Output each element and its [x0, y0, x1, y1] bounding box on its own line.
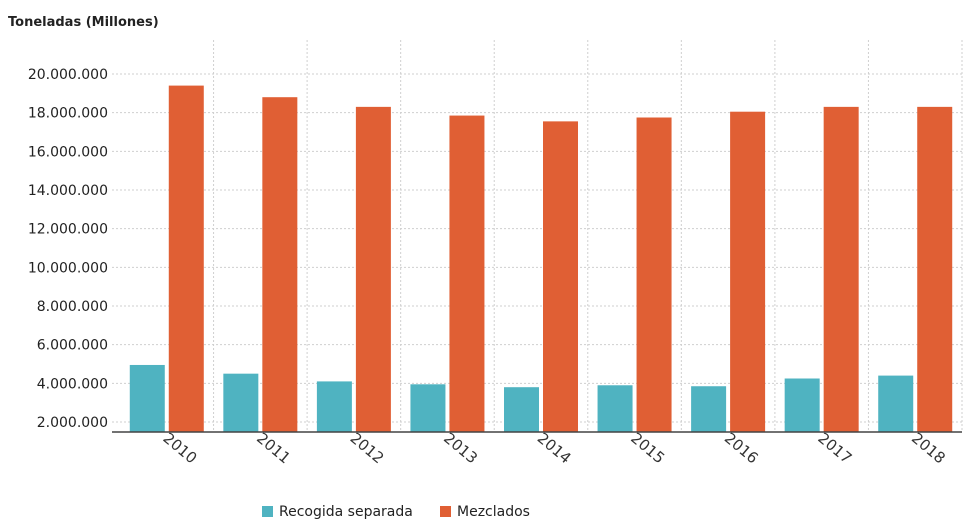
- legend-swatch: [262, 506, 273, 517]
- x-tick-label: 2018: [908, 429, 949, 467]
- bar-recogida-separada-2013: [410, 384, 446, 432]
- bar-recogida-separada-2014: [504, 387, 539, 432]
- bar-recogida-separada-2010: [129, 364, 165, 432]
- y-tick-label: 20.000.000: [28, 67, 108, 83]
- legend-label: Recogida separada: [279, 504, 413, 520]
- x-tick-label: 2016: [721, 429, 762, 467]
- y-tick-label: 6.000.000: [37, 338, 108, 354]
- bar-recogida-separada-2011: [223, 373, 259, 432]
- gridlines: [112, 40, 963, 432]
- bar-mezclados-2014: [543, 121, 578, 432]
- bar-recogida-separada-2015: [597, 385, 633, 432]
- y-tick-label: 8.000.000: [37, 299, 108, 315]
- x-tick-label: 2014: [534, 429, 575, 467]
- bar-mezclados-2010: [168, 85, 204, 432]
- x-tick-label: 2017: [814, 429, 855, 467]
- y-tick-label: 16.000.000: [28, 144, 108, 160]
- bar-mezclados-2018: [917, 106, 953, 432]
- x-tick-label: 2015: [627, 429, 668, 467]
- bar-recogida-separada-2017: [784, 378, 820, 432]
- y-tick-label: 14.000.000: [28, 183, 108, 199]
- y-tick-label: 2.000.000: [37, 415, 108, 431]
- legend-label: Mezclados: [457, 504, 530, 520]
- x-tick-label: 2011: [253, 429, 294, 467]
- bars: [129, 85, 953, 433]
- bar-mezclados-2011: [262, 97, 298, 432]
- y-tick-label: 4.000.000: [37, 376, 108, 392]
- bar-recogida-separada-2016: [691, 386, 727, 432]
- bar-mezclados-2013: [449, 115, 485, 433]
- x-tick-label: 2012: [347, 429, 388, 467]
- bar-mezclados-2015: [636, 117, 672, 432]
- y-tick-label: 18.000.000: [28, 106, 108, 122]
- bar-recogida-separada-2018: [878, 375, 914, 432]
- x-tick-label: 2013: [440, 429, 481, 467]
- y-axis-label: Toneladas (Millones): [8, 15, 159, 30]
- bar-mezclados-2016: [730, 111, 766, 432]
- bar-mezclados-2012: [355, 106, 391, 432]
- y-tick-label: 12.000.000: [28, 222, 108, 238]
- legend-swatch: [440, 506, 451, 517]
- x-tick-label: 2010: [160, 429, 201, 467]
- bar-recogida-separada-2012: [316, 381, 352, 432]
- bar-mezclados-2017: [823, 106, 859, 432]
- y-tick-label: 10.000.000: [28, 260, 108, 276]
- legend: Recogida separada Mezclados: [262, 504, 530, 520]
